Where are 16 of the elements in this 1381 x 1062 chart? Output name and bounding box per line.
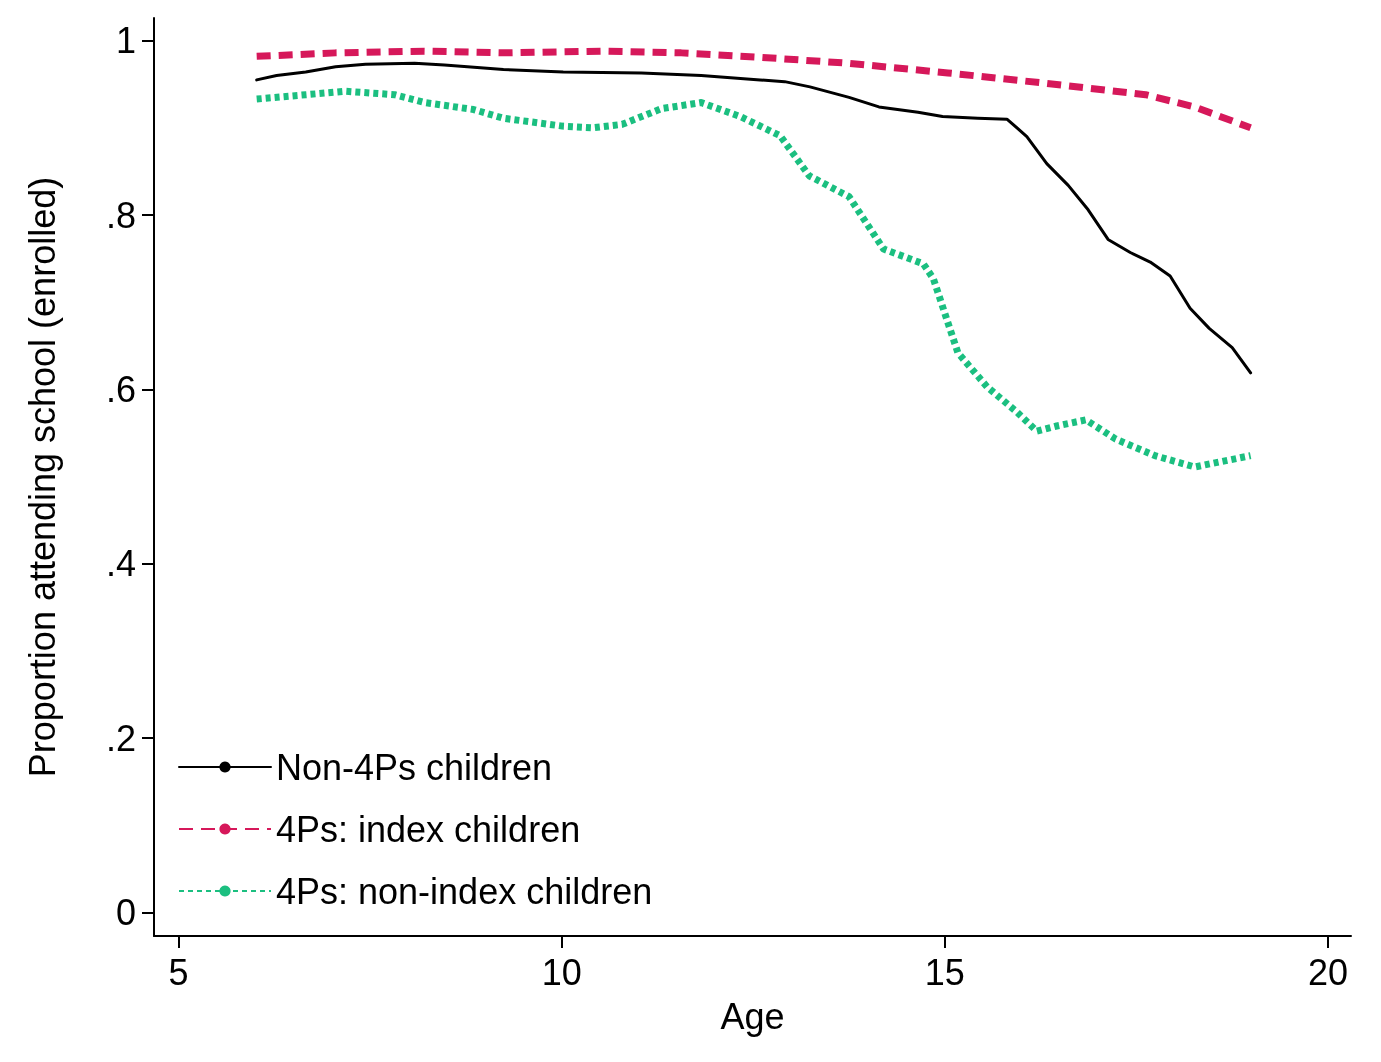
x-tick-label: 20 <box>1307 951 1349 993</box>
legend-label: 4Ps: non-index children <box>276 870 653 912</box>
x-tick-label: 10 <box>541 951 582 993</box>
y-tick-label: .4 <box>105 543 136 585</box>
y-tick-label: .8 <box>105 194 136 236</box>
x-tick-label: 5 <box>168 951 189 993</box>
y-tick-label: 0 <box>115 891 136 933</box>
x-tick-label: 15 <box>924 951 965 993</box>
y-tick-label: .2 <box>105 717 136 759</box>
line-series <box>255 61 1253 375</box>
y-tick-label: 1 <box>115 20 136 62</box>
legend-label: 4Ps: index children <box>276 808 581 850</box>
legend-label: Non-4Ps children <box>276 746 553 788</box>
y-tick-label: .6 <box>105 368 136 410</box>
y-axis-title: Proportion attending school (enrolled) <box>21 176 63 778</box>
x-axis-title: Age <box>720 995 785 1037</box>
